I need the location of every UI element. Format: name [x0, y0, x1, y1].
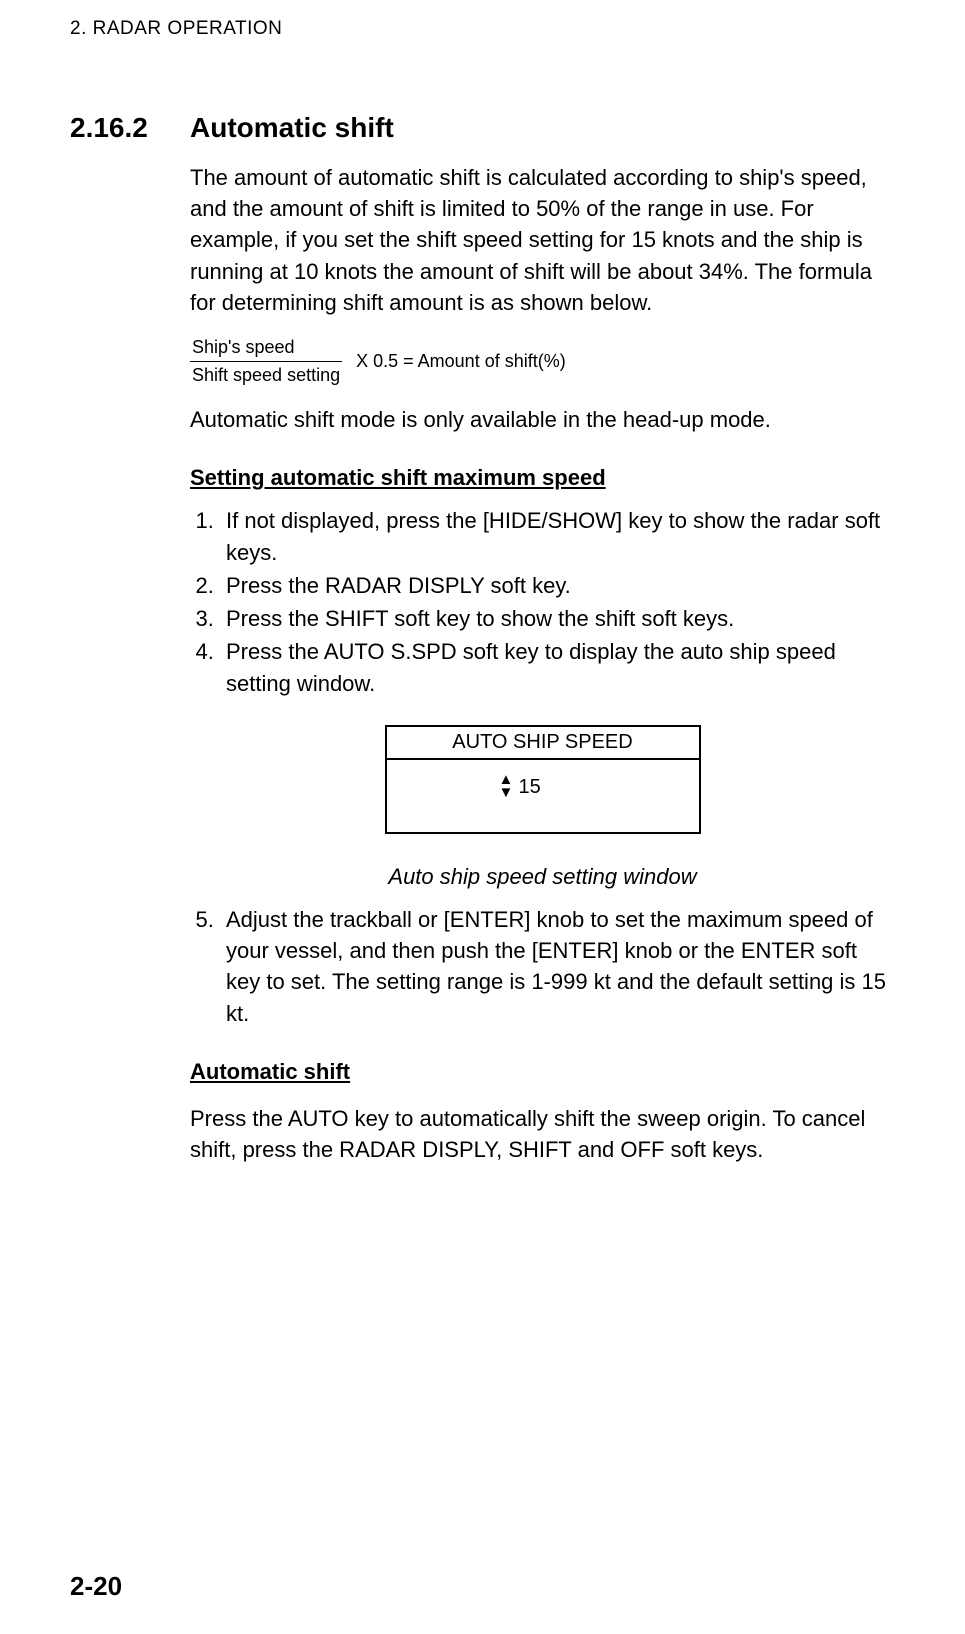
body-column: The amount of automatic shift is calcula… [190, 162, 895, 1165]
step-1: If not displayed, press the [HIDE/SHOW] … [220, 505, 895, 567]
intro-paragraph: The amount of automatic shift is calcula… [190, 162, 895, 318]
up-down-arrows-icon: ▲ ▼ [499, 774, 514, 800]
step-4: Press the AUTO S.SPD soft key to display… [220, 636, 895, 698]
section-heading: 2.16.2 Automatic shift [70, 112, 895, 144]
section-number: 2.16.2 [70, 112, 162, 144]
subheading-setting-speed: Setting automatic shift maximum speed [190, 465, 895, 491]
fraction-numerator: Ship's speed [190, 336, 342, 362]
subheading-automatic-shift: Automatic shift [190, 1059, 895, 1085]
step-5: Adjust the trackball or [ENTER] knob to … [220, 904, 895, 1029]
step-2: Press the RADAR DISPLY soft key. [220, 570, 895, 601]
auto-ship-speed-value: 15 [519, 776, 541, 799]
figure-box-title: AUTO SHIP SPEED [387, 727, 699, 760]
section-title: Automatic shift [190, 112, 394, 144]
arrow-down-icon: ▼ [499, 787, 514, 800]
auto-ship-speed-window: AUTO SHIP SPEED ▲ ▼ 15 [385, 725, 701, 834]
formula-row: Ship's speed Shift speed setting X 0.5 =… [190, 336, 895, 386]
steps-list-1: If not displayed, press the [HIDE/SHOW] … [190, 505, 895, 698]
steps-list-2: Adjust the trackball or [ENTER] knob to … [190, 904, 895, 1029]
page-number: 2-20 [70, 1571, 122, 1602]
fraction-denominator: Shift speed setting [190, 362, 342, 387]
figure-box-body: ▲ ▼ 15 [387, 760, 699, 832]
formula-tail: X 0.5 = Amount of shift(%) [356, 351, 566, 372]
figure-caption: Auto ship speed setting window [190, 864, 895, 890]
figure-wrap: AUTO SHIP SPEED ▲ ▼ 15 [190, 725, 895, 834]
fraction: Ship's speed Shift speed setting [190, 336, 342, 386]
step-3: Press the SHIFT soft key to show the shi… [220, 603, 895, 634]
auto-mode-note: Automatic shift mode is only available i… [190, 404, 895, 435]
page: 2. RADAR OPERATION 2.16.2 Automatic shif… [0, 0, 965, 1634]
running-header: 2. RADAR OPERATION [70, 18, 895, 40]
automatic-shift-paragraph: Press the AUTO key to automatically shif… [190, 1103, 895, 1165]
